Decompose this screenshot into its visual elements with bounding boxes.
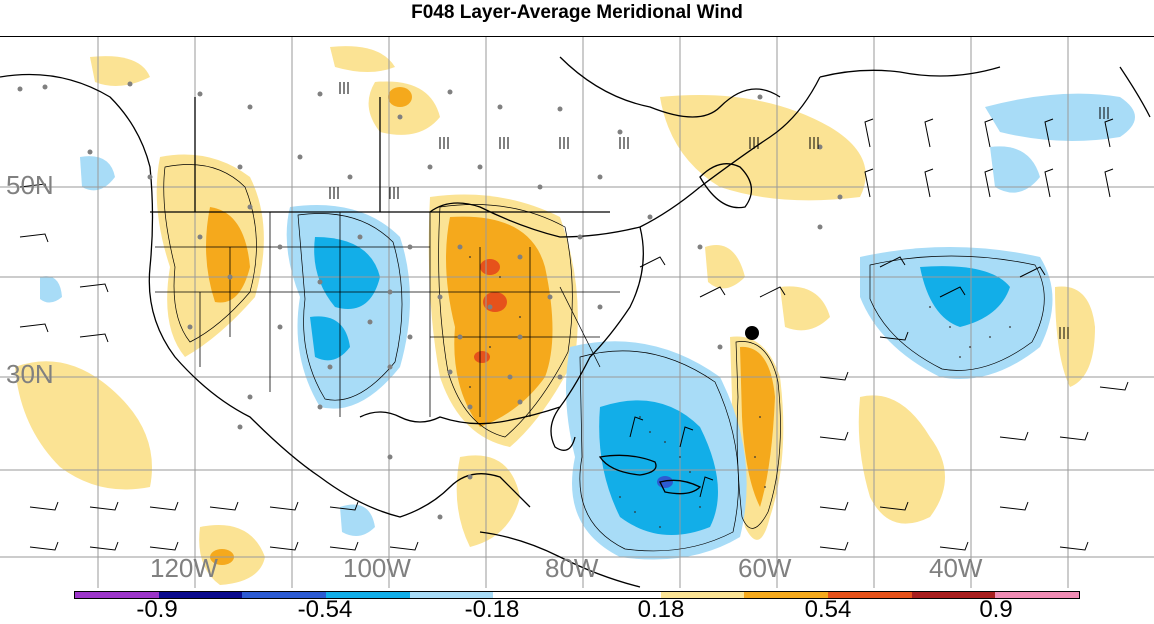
wind-barb-ticks <box>329 82 1109 339</box>
colorbar-swatch <box>242 592 327 598</box>
wind-barbs <box>19 118 1129 551</box>
lon-label-120w: 120W <box>150 553 218 583</box>
state-borders <box>155 212 620 417</box>
map-canvas <box>0 37 1154 588</box>
colorbar-label: 0.18 <box>637 596 685 623</box>
coastlines <box>0 56 1151 588</box>
negative-anomaly-shading <box>40 93 1135 560</box>
colorbar-swatch <box>158 592 243 598</box>
colorbar-swatch <box>660 592 745 598</box>
lat-label-30n: 30N <box>6 359 54 389</box>
color-scale-bar <box>74 591 1080 599</box>
colorbar-swatch <box>995 592 1080 598</box>
colorbar-swatch <box>493 592 578 598</box>
colorbar-swatch <box>409 592 494 598</box>
colorbar-label: -0.18 <box>464 596 520 623</box>
colorbar-label: -0.9 <box>136 596 178 623</box>
stippling <box>469 256 1011 528</box>
observation-stations <box>17 81 843 520</box>
lon-label-100w: 100W <box>343 553 411 583</box>
lat-label-50n: 50N <box>6 170 54 200</box>
graticule <box>0 37 1154 588</box>
location-marker <box>745 326 759 340</box>
colorbar-swatch <box>911 592 996 598</box>
map-title: F048 Layer-Average Meridional Wind <box>411 2 743 23</box>
colorbar-label: 0.54 <box>804 596 852 623</box>
colorbar-label: 0.9 <box>979 596 1013 623</box>
contour-lines <box>163 164 1045 552</box>
meridional-wind-map: 50N 30N <box>0 36 1154 588</box>
colorbar-swatch <box>326 592 410 598</box>
colorbar-swatch <box>744 592 829 598</box>
colorbar-label: -0.54 <box>297 596 353 623</box>
colorbar-swatch <box>75 592 159 598</box>
colorbar-swatch <box>828 592 912 598</box>
lon-label-60w: 60W <box>738 553 792 583</box>
lon-label-80w: 80W <box>545 553 599 583</box>
lon-label-40w: 40W <box>929 553 983 583</box>
colorbar-swatch <box>577 592 661 598</box>
